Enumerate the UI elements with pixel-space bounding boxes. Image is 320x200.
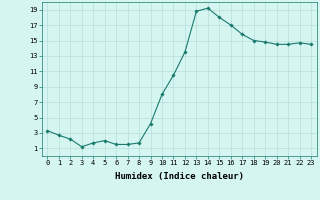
X-axis label: Humidex (Indice chaleur): Humidex (Indice chaleur) bbox=[115, 172, 244, 181]
